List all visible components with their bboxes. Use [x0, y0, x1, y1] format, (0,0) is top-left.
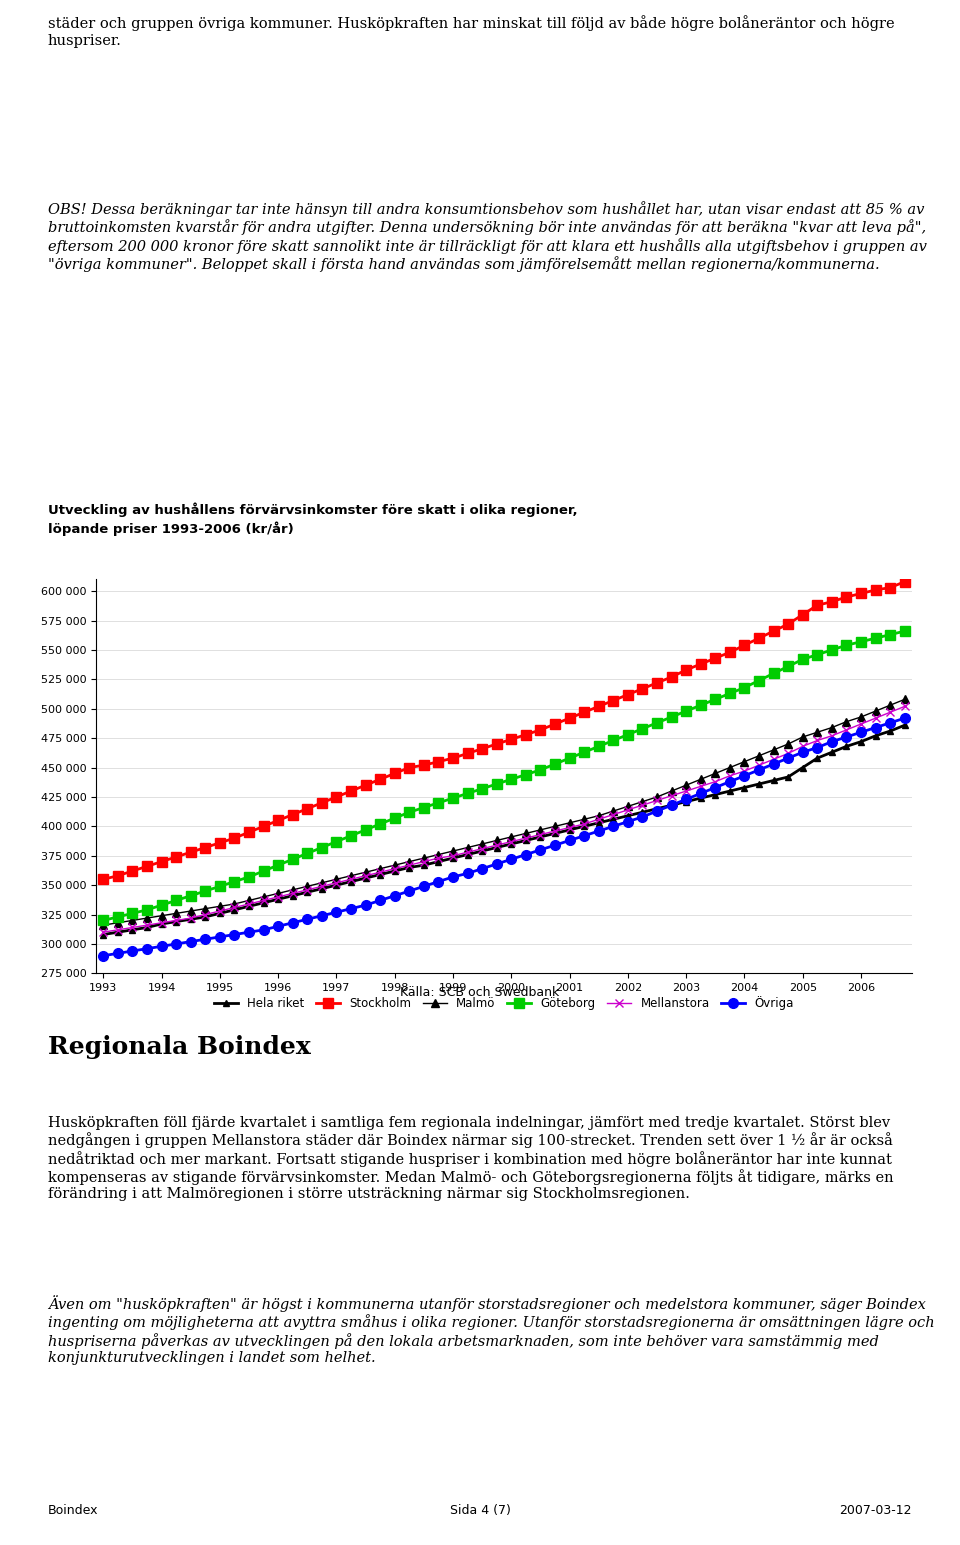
Text: Även om "husköpkraften" är högst i kommunerna utanför storstadsregioner och mede: Även om "husköpkraften" är högst i kommu…: [48, 1295, 935, 1364]
Text: Boindex: Boindex: [48, 1503, 99, 1517]
Text: städer och gruppen övriga kommuner. Husköpkraften har minskat till följd av både: städer och gruppen övriga kommuner. Husk…: [48, 15, 895, 48]
Text: Utveckling av hushållens förvärvsinkomster före skatt i olika regioner,
löpande : Utveckling av hushållens förvärvsinkomst…: [48, 502, 578, 536]
Text: Husköpkraften föll fjärde kvartalet i samtliga fem regionala indelningar, jämför: Husköpkraften föll fjärde kvartalet i sa…: [48, 1115, 894, 1202]
Legend: Hela riket, Stockholm, Malmö, Göteborg, Mellanstora, Övriga: Hela riket, Stockholm, Malmö, Göteborg, …: [209, 992, 799, 1015]
Text: Sida 4 (7): Sida 4 (7): [449, 1503, 511, 1517]
Text: OBS! Dessa beräkningar tar inte hänsyn till andra konsumtionsbehov som hushållet: OBS! Dessa beräkningar tar inte hänsyn t…: [48, 201, 926, 272]
Text: Källa: SCB och Swedbank: Källa: SCB och Swedbank: [400, 986, 560, 1000]
Text: 2007-03-12: 2007-03-12: [839, 1503, 912, 1517]
Text: Regionala Boindex: Regionala Boindex: [48, 1035, 311, 1060]
